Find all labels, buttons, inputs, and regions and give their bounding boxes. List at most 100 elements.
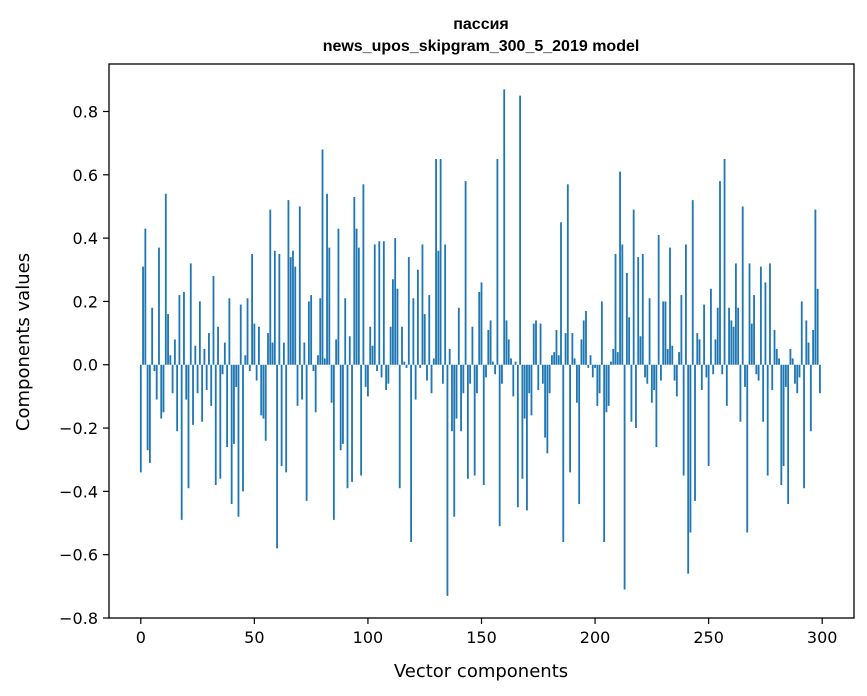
bar <box>673 364 676 381</box>
bar <box>269 209 272 365</box>
bar <box>144 228 147 365</box>
bar <box>294 266 297 365</box>
bar <box>646 364 649 384</box>
bar <box>201 364 204 422</box>
bar <box>814 209 817 365</box>
bar <box>167 314 169 365</box>
bar <box>555 329 558 365</box>
bar <box>412 298 415 365</box>
bar <box>273 250 276 365</box>
bar <box>664 301 667 365</box>
bar <box>703 304 705 365</box>
bar <box>221 364 224 375</box>
bar <box>660 364 662 381</box>
bar <box>387 364 390 384</box>
bar <box>208 333 210 365</box>
bar <box>405 364 408 368</box>
bar <box>248 364 251 372</box>
bar <box>398 364 401 489</box>
bar <box>339 364 342 451</box>
bar <box>600 301 603 365</box>
bar <box>621 244 624 365</box>
bar <box>185 364 188 400</box>
bar <box>535 320 537 365</box>
bar <box>539 323 542 365</box>
bar <box>251 253 254 365</box>
bar <box>183 291 185 365</box>
bar <box>435 158 437 365</box>
bar <box>314 364 317 413</box>
bar <box>373 244 376 365</box>
bar <box>510 358 512 365</box>
bar <box>153 364 156 372</box>
bar <box>344 298 347 365</box>
bar <box>380 364 383 378</box>
bar <box>348 336 351 365</box>
bar <box>223 342 226 365</box>
bar <box>501 364 503 384</box>
bar <box>721 364 724 375</box>
bar <box>217 326 219 365</box>
bar <box>560 222 562 365</box>
bar <box>178 295 181 365</box>
bar <box>321 149 324 365</box>
bar <box>796 364 799 394</box>
bar <box>671 345 674 365</box>
bar <box>541 364 544 384</box>
bar <box>496 158 499 365</box>
bar <box>591 364 594 378</box>
bar <box>226 364 229 448</box>
y-axis-label: Components values <box>13 253 34 431</box>
bar <box>571 333 574 365</box>
bar <box>462 364 465 394</box>
bar <box>714 339 717 365</box>
bar <box>228 298 231 365</box>
bar <box>203 348 206 365</box>
bar <box>641 253 644 365</box>
bar <box>239 304 242 365</box>
bar <box>439 158 442 365</box>
bar <box>750 323 753 365</box>
bar <box>757 364 760 381</box>
bar <box>648 298 651 365</box>
bar <box>546 364 549 454</box>
bar <box>616 352 619 365</box>
bar <box>328 247 331 365</box>
y-tick-label: 0.4 <box>73 229 98 248</box>
bar <box>480 282 483 365</box>
bar <box>305 364 308 501</box>
bar <box>164 193 167 365</box>
bar <box>205 364 208 391</box>
bar <box>212 276 215 365</box>
bar <box>632 209 635 365</box>
bar <box>712 364 715 375</box>
bar <box>160 364 163 419</box>
bar <box>419 364 422 368</box>
bar <box>416 269 419 365</box>
bar <box>728 307 730 365</box>
bar <box>791 358 794 365</box>
x-tick-label: 0 <box>136 628 146 647</box>
y-axis: −0.8 −0.6 −0.4 −0.2 0.0 0.2 0.4 0.6 0.8 <box>59 102 109 628</box>
bar <box>639 336 642 365</box>
x-tick-label: 50 <box>244 628 264 647</box>
bar <box>176 364 179 432</box>
bar <box>800 301 803 365</box>
bar <box>685 244 687 365</box>
bar <box>301 364 303 400</box>
bar <box>430 364 433 394</box>
bar <box>682 364 685 476</box>
bar <box>364 364 367 387</box>
bar <box>773 329 776 365</box>
bar <box>625 272 628 365</box>
bar <box>487 329 490 365</box>
bar <box>564 333 567 365</box>
bar <box>426 364 428 381</box>
bar <box>803 364 805 489</box>
bar <box>139 364 142 473</box>
bar <box>548 364 551 394</box>
bar <box>171 364 174 394</box>
bar <box>744 364 746 387</box>
bar <box>378 241 381 365</box>
bar <box>460 364 462 432</box>
